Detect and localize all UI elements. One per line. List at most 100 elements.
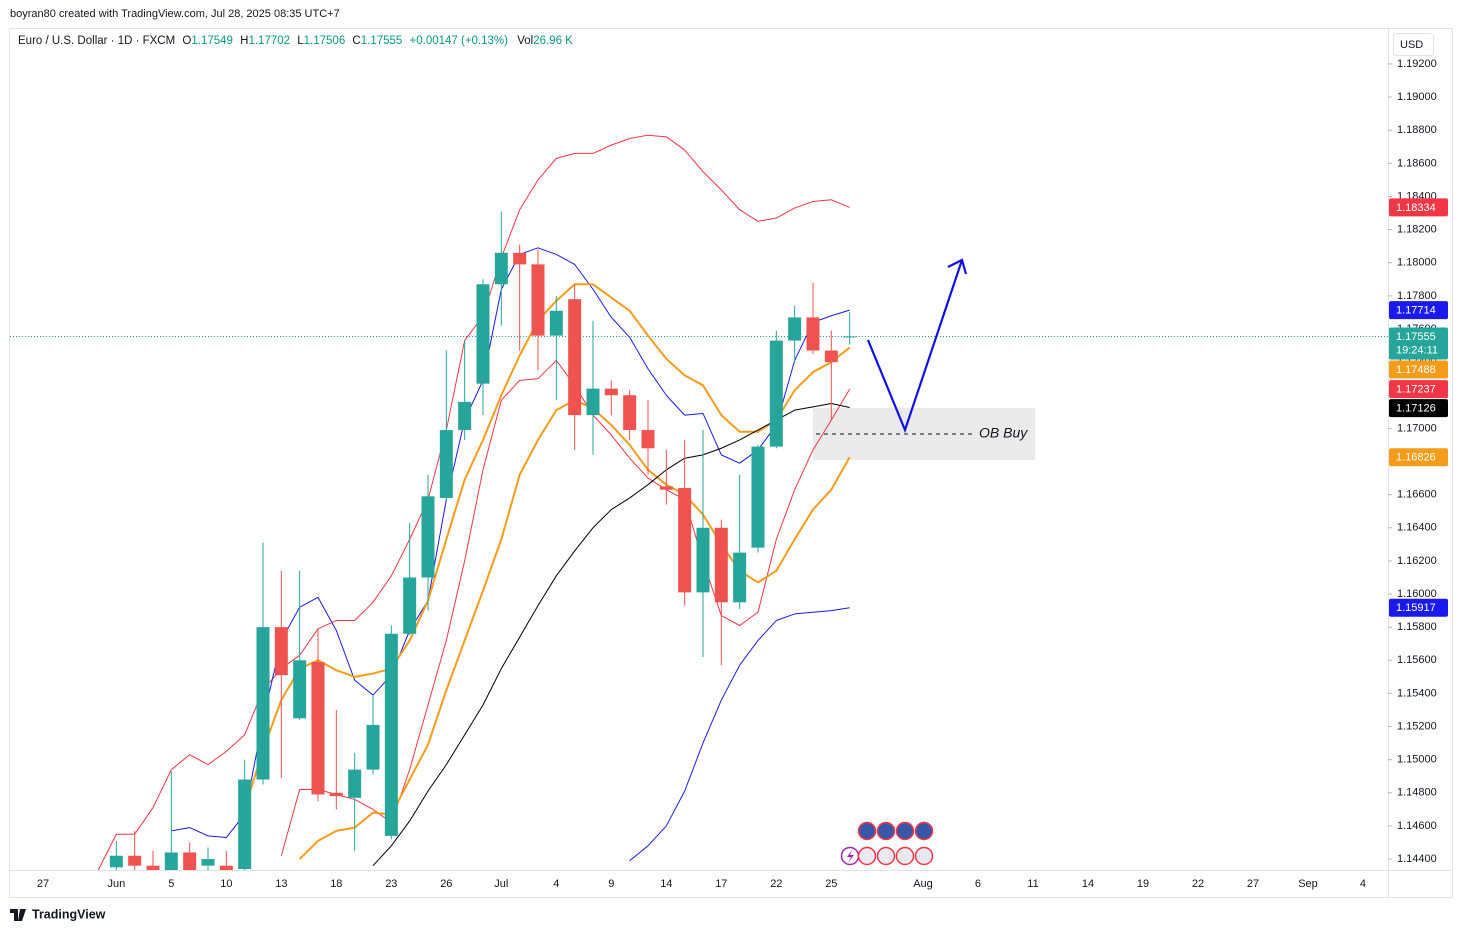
candle-body — [568, 299, 582, 416]
candle-body — [641, 430, 655, 449]
event-icon — [857, 821, 877, 841]
x-tick-label: 14 — [1082, 878, 1094, 890]
price-label-box — [1389, 448, 1448, 467]
x-tick-label: 27 — [1247, 878, 1259, 890]
indicator-line — [243, 283, 851, 810]
candle-body — [421, 496, 435, 578]
candle-body — [678, 488, 692, 593]
x-tick-label: 4 — [553, 878, 559, 890]
price-label-box — [1389, 327, 1448, 360]
y-tick-label: 1.14400 — [1397, 853, 1437, 865]
x-tick-label: Aug — [913, 878, 933, 890]
event-icons — [840, 821, 934, 866]
candle-body — [733, 552, 747, 603]
candle-body — [256, 627, 270, 780]
symbol: Euro / U.S. Dollar · 1D · FXCM — [18, 35, 175, 47]
event-lightning — [847, 850, 854, 863]
open-value: 1.17549 — [191, 35, 233, 47]
countdown: 19:24:11 — [1396, 344, 1438, 356]
y-tick-label: 1.17800 — [1397, 290, 1437, 302]
y-tick-label: 1.15800 — [1397, 621, 1437, 633]
candle-body — [494, 252, 508, 285]
candle-body — [476, 284, 490, 384]
candle-body — [531, 264, 545, 336]
y-tick-label: 1.18800 — [1397, 124, 1437, 136]
candle-body — [714, 527, 728, 603]
x-tick-label: 4 — [1360, 878, 1366, 890]
high-label: H — [240, 35, 248, 47]
event-icon — [876, 846, 896, 866]
close-value: 1.17555 — [361, 35, 403, 47]
candle-body — [788, 317, 802, 341]
annotation: OB Buy — [979, 425, 1028, 441]
currency-button[interactable] — [1393, 33, 1434, 56]
candle-body — [183, 852, 197, 870]
volume-value: 26.96 K — [533, 35, 573, 47]
indicator-line — [629, 607, 850, 862]
brand: TradingView — [32, 907, 106, 921]
candle-body — [146, 865, 160, 870]
price-label: 1.16826 — [1396, 452, 1436, 464]
price-label: 1.17555 — [1396, 331, 1436, 343]
candle-body — [586, 388, 600, 416]
y-tick-label: 1.19200 — [1397, 58, 1437, 70]
candle-body — [219, 865, 233, 870]
brand-logo — [10, 909, 26, 921]
x-tick-label: 5 — [168, 878, 174, 890]
price-label: 1.17714 — [1396, 305, 1436, 317]
chart-frame — [9, 28, 1453, 898]
x-tick-label: 27 — [37, 878, 49, 890]
event-icon — [876, 821, 896, 841]
candle-body — [659, 486, 673, 490]
x-tick-label: 9 — [608, 878, 614, 890]
candle-body — [238, 779, 252, 870]
candle-body — [109, 855, 123, 868]
price-label: 1.17488 — [1396, 364, 1436, 376]
price-label-box — [1389, 301, 1448, 320]
y-tick-label: 1.16200 — [1397, 555, 1437, 567]
candle-body — [751, 446, 765, 548]
candle-body — [201, 859, 215, 866]
price-label: 1.17126 — [1396, 403, 1436, 415]
y-tick-label: 1.14800 — [1397, 787, 1437, 799]
y-tick-label: 1.15000 — [1397, 754, 1437, 766]
x-tick-label: 17 — [715, 878, 727, 890]
arrow-head — [947, 258, 968, 275]
candle-body — [164, 852, 178, 870]
y-tick-label: 1.17000 — [1397, 422, 1437, 434]
x-tick-label: 22 — [1192, 878, 1204, 890]
candle-body — [824, 350, 838, 363]
candle-body — [769, 340, 783, 447]
x-tick-label: 26 — [440, 878, 452, 890]
x-tick-label: 23 — [385, 878, 397, 890]
price-label: 1.15917 — [1396, 602, 1436, 614]
x-tick-label: Jun — [107, 878, 125, 890]
candle-body — [623, 395, 637, 431]
candle-body — [806, 317, 820, 351]
candle-body — [128, 855, 142, 866]
candle-body — [403, 577, 417, 634]
y-tick-label: 1.19000 — [1397, 91, 1437, 103]
legend: Euro / U.S. Dollar · 1D · FXCM O1.17549 … — [18, 35, 573, 47]
candle-body — [366, 724, 380, 770]
indicator-line — [280, 359, 851, 856]
price-label: 1.18334 — [1396, 202, 1436, 214]
event-icon — [914, 846, 934, 866]
y-tick-label: 1.15200 — [1397, 720, 1437, 732]
event-icon — [857, 846, 877, 866]
candle-body — [274, 627, 288, 676]
price-label-box — [1389, 198, 1448, 217]
candle-body — [696, 527, 710, 593]
indicator-line — [97, 134, 850, 870]
credit: boyran80 created with TradingView.com, J… — [10, 8, 340, 20]
currency[interactable]: USD — [1400, 39, 1423, 51]
x-tick-label: 14 — [660, 878, 672, 890]
x-tick-label: 13 — [275, 878, 287, 890]
candle-body — [293, 660, 307, 719]
x-tick-label: 22 — [770, 878, 782, 890]
x-tick-label: 25 — [825, 878, 837, 890]
x-tick-label: 6 — [975, 878, 981, 890]
projection-arrow — [866, 259, 964, 434]
close-label: C — [352, 35, 360, 47]
